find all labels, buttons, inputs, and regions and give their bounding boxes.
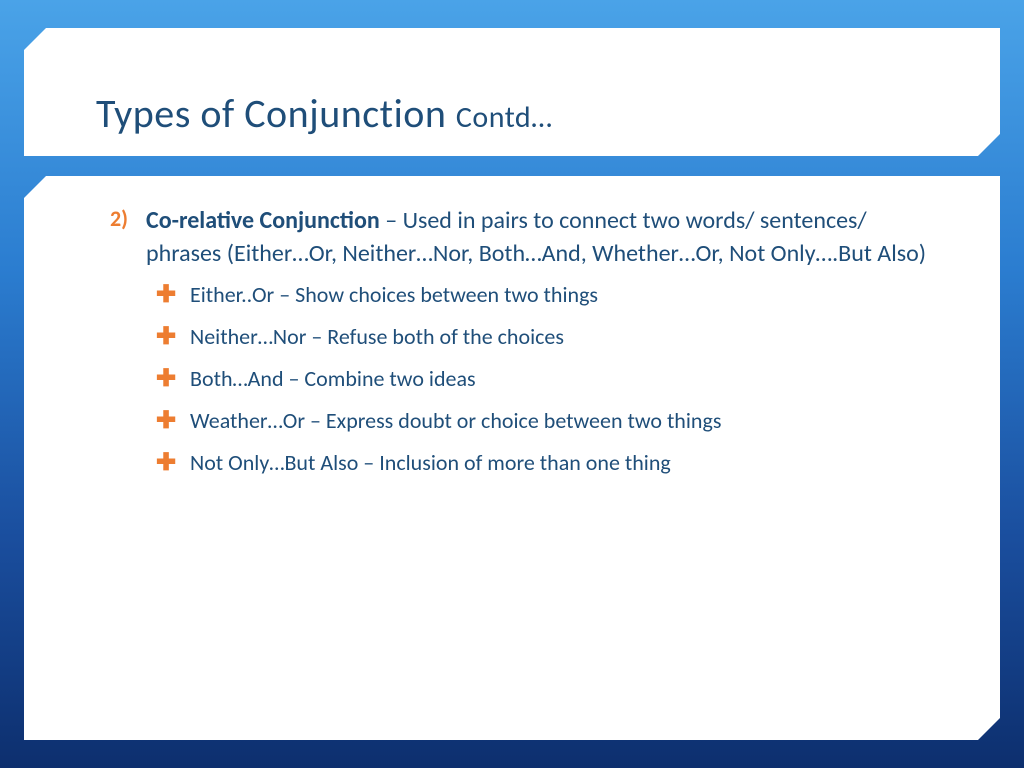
plus-icon: ✚ [156, 448, 190, 478]
number-marker: 2) [104, 204, 146, 234]
numbered-item-text: Co-relative Conjunction – Used in pairs … [146, 204, 940, 270]
list-item: ✚ Weather…Or – Express doubt or choice b… [156, 406, 940, 436]
slide-title: Types of Conjunction Contd… [96, 89, 552, 138]
title-contd: Contd… [456, 99, 553, 136]
plus-icon: ✚ [156, 406, 190, 436]
title-main: Types of Conjunction [96, 89, 456, 138]
list-item: ✚ Neither…Nor – Refuse both of the choic… [156, 322, 940, 352]
plus-icon: ✚ [156, 280, 190, 310]
list-item: ✚ Not Only…But Also – Inclusion of more … [156, 448, 940, 478]
bullet-text: Both…And – Combine two ideas [190, 364, 476, 394]
list-item: ✚ Both…And – Combine two ideas [156, 364, 940, 394]
bullet-text: Not Only…But Also – Inclusion of more th… [190, 448, 671, 478]
numbered-item: 2) Co-relative Conjunction – Used in pai… [104, 204, 940, 270]
plus-icon: ✚ [156, 364, 190, 394]
lead-term: Co-relative Conjunction [146, 206, 380, 235]
list-item: ✚ Either..Or – Show choices between two … [156, 280, 940, 310]
bullet-text: Neither…Nor – Refuse both of the choices [190, 322, 564, 352]
content-panel: 2) Co-relative Conjunction – Used in pai… [24, 176, 1000, 740]
bullet-list: ✚ Either..Or – Show choices between two … [156, 280, 940, 478]
bullet-text: Either..Or – Show choices between two th… [190, 280, 598, 310]
plus-icon: ✚ [156, 322, 190, 352]
bullet-text: Weather…Or – Express doubt or choice bet… [190, 406, 721, 436]
title-panel: Types of Conjunction Contd… [24, 28, 1000, 156]
